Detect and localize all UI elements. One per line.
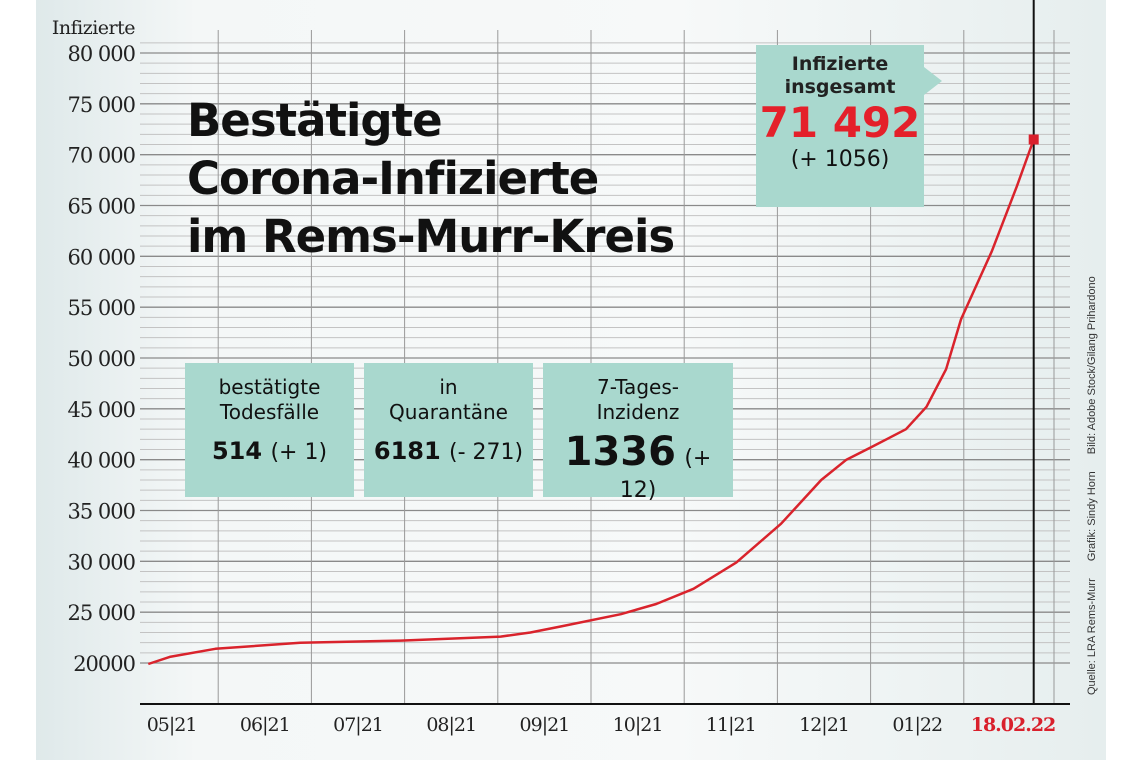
y-tick-label: 45 000 [68, 398, 135, 422]
y-tick-label: 25 000 [68, 601, 135, 625]
credit-source: Quelle: LRA Rems-Murr [1086, 578, 1098, 695]
title-line: Corona-Infizierte [187, 152, 599, 205]
y-tick-label: 20000 [73, 652, 135, 676]
title-line: im Rems-Murr-Kreis [187, 210, 675, 263]
stat-box-quarantine: in Quarantäne 6181 (- 271) [364, 363, 533, 497]
stat-change: (+ 1) [270, 440, 328, 465]
y-axis-label: Infizierte [52, 17, 135, 39]
y-tick-label: 35 000 [68, 500, 135, 524]
x-highlight-label: 18.02.22 [971, 714, 1056, 736]
credit-image: Bild: Adobe Stock/Gilang Prihardono [1086, 276, 1098, 455]
x-tick-label: 12|21 [799, 714, 849, 736]
stat-label: Todesfälle [219, 400, 320, 424]
x-tick-label: 06|21 [240, 714, 290, 736]
stat-label: bestätigte [218, 375, 321, 399]
y-tick-label: 75 000 [68, 93, 135, 117]
callout-label: insgesamt [784, 76, 896, 98]
stat-value: 6181 [373, 437, 441, 465]
stat-value: 1336 [564, 429, 676, 475]
x-tick-label: 09|21 [520, 714, 570, 736]
y-tick-label: 50 000 [68, 347, 135, 371]
stat-label: in [439, 375, 458, 399]
stat-change: (+ 12) [619, 446, 712, 503]
chart-title: Bestätigte Corona-Infizierte im Rems-Mur… [187, 92, 675, 266]
callout-label: Infizierte [791, 53, 889, 75]
y-tick-label: 70 000 [68, 144, 135, 168]
y-tick-label: 40 000 [68, 449, 135, 473]
x-tick-label: 05|21 [147, 714, 197, 736]
y-tick-label: 30 000 [68, 550, 135, 574]
x-tick-label: 11|21 [706, 714, 756, 736]
y-tick-label: 55 000 [68, 296, 135, 320]
x-tick-label: 10|21 [613, 714, 663, 736]
stat-label: Inzidenz [596, 400, 680, 424]
latest-value-marker [1028, 134, 1039, 145]
stat-label: 7-Tages- [597, 375, 679, 399]
y-tick-label: 80 000 [68, 42, 135, 66]
y-tick-label: 60 000 [68, 245, 135, 269]
credits: Quelle: LRA Rems-Murr Grafik: Sindy Horn… [1086, 262, 1098, 695]
y-tick-label: 65 000 [68, 195, 135, 219]
stat-change: (- 271) [449, 440, 524, 465]
credit-graphic: Grafik: Sindy Horn [1086, 471, 1098, 562]
stat-value: 514 [211, 437, 263, 465]
x-tick-label: 08|21 [426, 714, 476, 736]
x-tick-label: 01|22 [892, 714, 942, 736]
title-line: Bestätigte [187, 94, 443, 147]
callout-value: 71 492 [759, 98, 921, 147]
callout-change: (+ 1056) [790, 147, 890, 172]
stat-label: Quarantäne [389, 400, 508, 424]
stat-box-deaths: bestätigte Todesfälle 514 (+ 1) [185, 363, 354, 497]
total-infected-callout: Infizierte insgesamt 71 492 (+ 1056) [756, 45, 942, 207]
stat-box-incidence: 7-Tages- Inzidenz 1336 (+ 12) [543, 363, 733, 503]
x-tick-label: 07|21 [333, 714, 383, 736]
